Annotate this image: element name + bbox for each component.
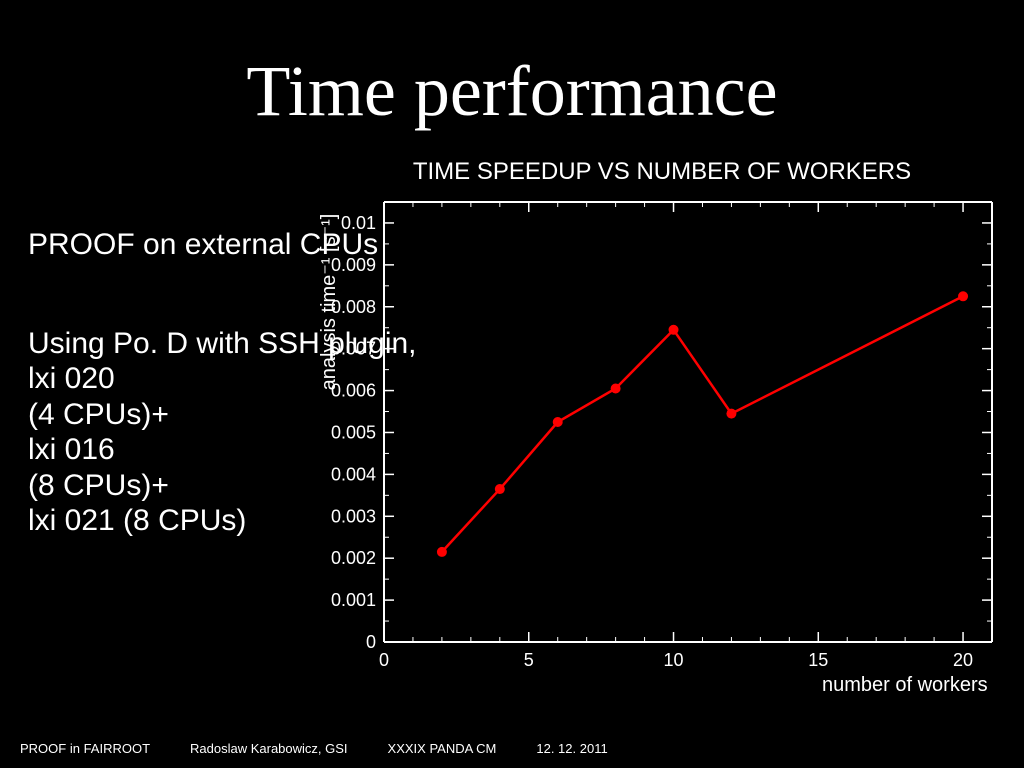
svg-text:0: 0 bbox=[366, 632, 376, 652]
svg-text:5: 5 bbox=[524, 650, 534, 670]
svg-text:10: 10 bbox=[664, 650, 684, 670]
footer-item: Radoslaw Karabowicz, GSI bbox=[190, 741, 348, 756]
chart-container: TIME SPEEDUP VS NUMBER OF WORKERS 0 5 10 15… bbox=[312, 158, 1012, 718]
chart-plot: 0510152000.0010.0020.0030.0040.0050.0060… bbox=[312, 192, 1012, 712]
y-axis-label: analysis time⁻¹ [s⁻¹] bbox=[316, 192, 341, 412]
svg-text:15: 15 bbox=[808, 650, 828, 670]
svg-text:0: 0 bbox=[379, 650, 389, 670]
footer-item: XXXIX PANDA CM bbox=[388, 741, 497, 756]
x-axis-label: number of workers bbox=[822, 674, 988, 697]
svg-text:0.002: 0.002 bbox=[331, 548, 376, 568]
footer-item: 12. 12. 2011 bbox=[536, 741, 607, 756]
svg-text:20: 20 bbox=[953, 650, 973, 670]
footer: PROOF in FAIRROOT Radoslaw Karabowicz, G… bbox=[0, 741, 1024, 756]
chart-svg: 0510152000.0010.0020.0030.0040.0050.0060… bbox=[312, 192, 1012, 712]
footer-item: PROOF in FAIRROOT bbox=[20, 741, 150, 756]
svg-text:0.003: 0.003 bbox=[331, 506, 376, 526]
chart-title: TIME SPEEDUP VS NUMBER OF WORKERS bbox=[312, 158, 1012, 186]
svg-text:0.004: 0.004 bbox=[331, 464, 376, 484]
svg-text:0.005: 0.005 bbox=[331, 422, 376, 442]
svg-text:0.01: 0.01 bbox=[341, 213, 376, 233]
page-title: Time performance bbox=[0, 50, 1024, 133]
svg-text:0.001: 0.001 bbox=[331, 590, 376, 610]
